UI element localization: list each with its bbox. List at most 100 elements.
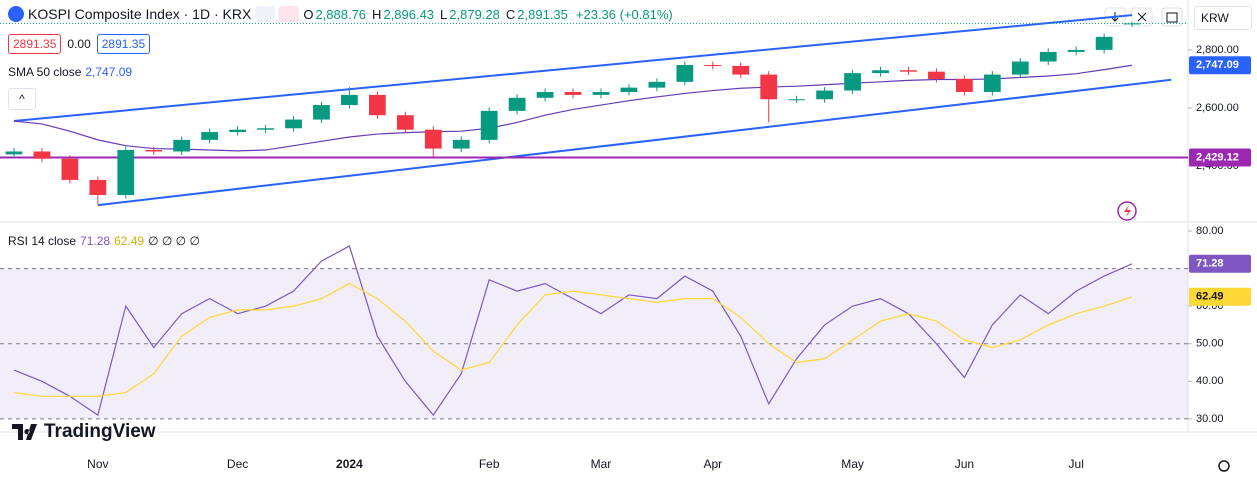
- candle-body: [900, 70, 917, 72]
- x-tick-label: Mar: [591, 457, 612, 471]
- candle-body: [732, 65, 750, 75]
- candle-body: [788, 99, 806, 101]
- candle-body: [955, 78, 973, 92]
- candle-body: [704, 65, 722, 67]
- candle-body: [117, 150, 135, 196]
- candle-body: [508, 97, 526, 111]
- candle-body: [285, 119, 302, 129]
- candle-body: [368, 94, 386, 116]
- ohlc-value: 2,896.43: [383, 6, 435, 22]
- candle-body: [1039, 51, 1057, 62]
- candle-body: [1011, 61, 1029, 75]
- y-tick-label: 2,800.00: [1196, 44, 1239, 56]
- price-badge: [1189, 287, 1251, 306]
- symbol-title[interactable]: KOSPI Composite Index · 1D · KRX: [28, 6, 252, 22]
- currency[interactable]: KRW: [1194, 6, 1252, 30]
- ohlc-label: O: [303, 6, 314, 22]
- price-badge: [1189, 254, 1251, 273]
- candle-body: [480, 110, 498, 140]
- candle-body: [201, 132, 219, 140]
- candle-body: [257, 128, 274, 130]
- candle-body: [760, 74, 778, 100]
- ohlc-value: 2,888.76: [315, 6, 367, 22]
- x-tick-label: Nov: [87, 457, 108, 471]
- alert-bolt: [1124, 205, 1131, 217]
- rsi-extras: ∅ ∅ ∅ ∅: [148, 234, 200, 248]
- sma-legend: SMA 50 close 2,747.09: [8, 65, 132, 79]
- price-badge: [1189, 148, 1251, 167]
- x-tick-label: May: [841, 457, 864, 471]
- candle-body: [1123, 23, 1141, 25]
- settings-icon[interactable]: [1218, 460, 1230, 472]
- candle-body: [648, 81, 666, 88]
- candle-body: [424, 129, 442, 149]
- trendline: [97, 78, 1172, 207]
- x-tick-label: Dec: [227, 457, 248, 471]
- y-tick-label: 2,600.00: [1196, 102, 1239, 114]
- ohlc-value: 2,879.28: [449, 6, 500, 22]
- sma-value: 2,747.09: [85, 65, 133, 79]
- candle-body: [341, 94, 358, 106]
- candle-body: [564, 91, 582, 95]
- sma-name: SMA 50 close: [8, 65, 82, 79]
- ohlc-label: C: [505, 6, 516, 22]
- bid[interactable]: 2891.35: [8, 34, 62, 54]
- trendline: [13, 14, 1133, 123]
- price-badge-label: 62.49: [1196, 291, 1224, 303]
- alert-icon[interactable]: [1117, 201, 1137, 221]
- y-tick-label: 40.00: [1196, 375, 1224, 387]
- legend-button[interactable]: [279, 6, 300, 22]
- spread: 0.00: [67, 37, 91, 51]
- candle-body: [5, 151, 23, 155]
- x-tick-label: Jun: [955, 457, 974, 471]
- trade-boxes: 2891.35 0.00 2891.35: [8, 34, 151, 54]
- x-tick-label: Apr: [703, 457, 722, 471]
- ohlc-value: 2,891.35: [517, 6, 568, 22]
- price-badge-label: 2,747.09: [1196, 59, 1239, 71]
- candle-body: [173, 139, 191, 152]
- candle-body: [676, 65, 694, 82]
- y-tick-label: 30.00: [1196, 413, 1224, 425]
- ohlc-label: H: [372, 6, 382, 22]
- tradingview-logo: TradingView: [12, 421, 156, 442]
- candle-body: [620, 87, 638, 92]
- sma-line: [13, 64, 1133, 152]
- candle-body: [313, 105, 330, 120]
- change: +23.36 (+0.81%): [575, 6, 673, 22]
- price-badge-label: 71.28: [1196, 258, 1224, 270]
- candle-body: [33, 151, 51, 159]
- y-tick-label: 80.00: [1196, 225, 1224, 237]
- candle-body: [872, 70, 889, 74]
- x-tick-label: 2024: [336, 457, 363, 471]
- rsi-line: [13, 282, 1133, 397]
- candle-body: [536, 91, 554, 98]
- candle-body: [61, 158, 79, 180]
- candle-body: [229, 129, 246, 133]
- price-badge-label: 2,429.12: [1196, 151, 1239, 163]
- ohlc: O 2,888.76 H 2,896.43 L 2,879.28 C 2,891.35: [303, 7, 572, 22]
- symbol-logo: [8, 6, 24, 22]
- x-tick-label: Jul: [1069, 457, 1084, 471]
- ask[interactable]: 2891.35: [96, 34, 151, 54]
- ohlc-label: L: [440, 6, 448, 22]
- rsi-line: [13, 245, 1133, 417]
- candle-body: [1095, 36, 1113, 50]
- rsi-value: 71.28: [80, 234, 111, 248]
- price-badge: [1189, 56, 1251, 75]
- candle-body: [816, 90, 833, 100]
- x-tick-label: Feb: [479, 457, 500, 471]
- candle-body: [452, 139, 470, 149]
- candle-body: [89, 179, 107, 196]
- rsi-legend: RSI 14 close 71.28 62.49 ∅ ∅ ∅ ∅: [8, 234, 200, 248]
- candle-body: [844, 73, 861, 91]
- candle-body: [592, 91, 610, 95]
- collapse-button[interactable]: ^: [8, 88, 36, 110]
- legend-button[interactable]: [255, 6, 276, 22]
- candle-body: [396, 115, 414, 130]
- candle-body: [145, 150, 163, 152]
- rsi-ma-value: 62.49: [114, 234, 145, 248]
- symbol-legend: KOSPI Composite Index · 1D · KRX O 2,888.…: [8, 6, 673, 22]
- rsi-title: RSI 14 close: [8, 234, 77, 248]
